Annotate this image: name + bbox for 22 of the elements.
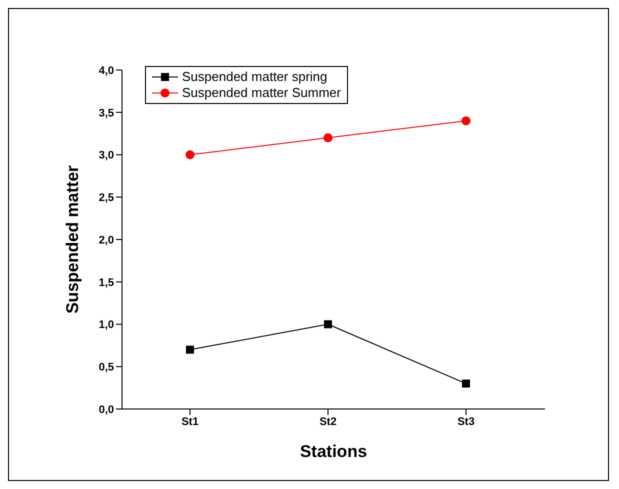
x-axis-title: Stations	[300, 442, 368, 461]
y-tick-label: 1,0	[98, 319, 114, 332]
x-tick-label: St3	[457, 416, 475, 428]
y-tick-label: 0,0	[98, 404, 114, 416]
y-tick-label: 0,5	[98, 362, 114, 374]
point	[324, 320, 332, 328]
y-tick-label: 3,5	[98, 107, 114, 120]
x-tick-label: St2	[319, 416, 337, 428]
y-axis-title: Suspended matter	[63, 164, 82, 314]
legend-label: Suspended matter spring	[182, 69, 328, 85]
point	[462, 380, 470, 388]
point	[186, 150, 194, 160]
point	[186, 346, 194, 354]
y-tick-label: 2,5	[98, 192, 114, 204]
x-tick-label: St1	[181, 416, 199, 428]
y-tick-label: 2,0	[98, 234, 114, 246]
legend-label: Suspended matter Summer	[182, 85, 341, 101]
point	[462, 116, 470, 126]
point	[324, 133, 332, 142]
y-tick-label: 4,0	[98, 64, 114, 77]
y-tick-label: 3,0	[98, 150, 114, 162]
y-tick-label: 1,5	[98, 276, 114, 289]
